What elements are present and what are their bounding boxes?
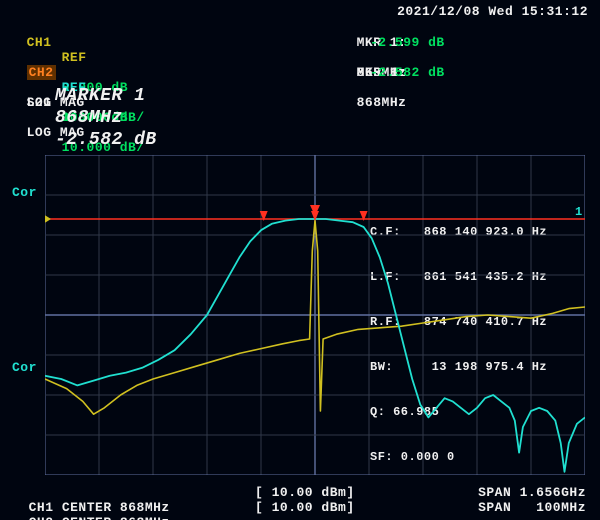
ch2-mkr-val: -2.582 dB <box>370 65 445 80</box>
bottom-ch2-center: CH2 CENTER 868MHz <box>29 515 170 520</box>
marker-readout: MARKER 1 868MHz -2.582 dB <box>55 85 157 151</box>
cor-label-1: Cor <box>12 185 37 200</box>
bottom-ch1-pwr: [ 10.00 dBm] <box>255 485 355 500</box>
bottom-ch2-pwr: [ 10.00 dBm] <box>255 500 355 515</box>
ch1-mkr-val: -2.599 dB <box>370 35 445 50</box>
svg-text:1: 1 <box>575 205 583 219</box>
marker-title: MARKER 1 <box>55 85 157 107</box>
marker-val: -2.582 dB <box>55 129 157 151</box>
bottom-ch2-span: SPAN 100MHz <box>478 500 586 515</box>
datetime: 2021/12/08 Wed 15:31:12 <box>397 4 588 19</box>
ch2-mkr-freq: 868MHz <box>357 95 407 110</box>
spectrum-chart: 1 <box>45 155 585 475</box>
marker-freq: 868MHz <box>55 107 157 129</box>
bottom-ch1-span: SPAN 1.656GHz <box>478 485 586 500</box>
cor-label-2: Cor <box>12 360 37 375</box>
ch2-mkr: MKR 1: 868MHz <box>340 50 456 110</box>
bottom-ch2: CH2 CENTER 868MHz <box>12 500 170 520</box>
